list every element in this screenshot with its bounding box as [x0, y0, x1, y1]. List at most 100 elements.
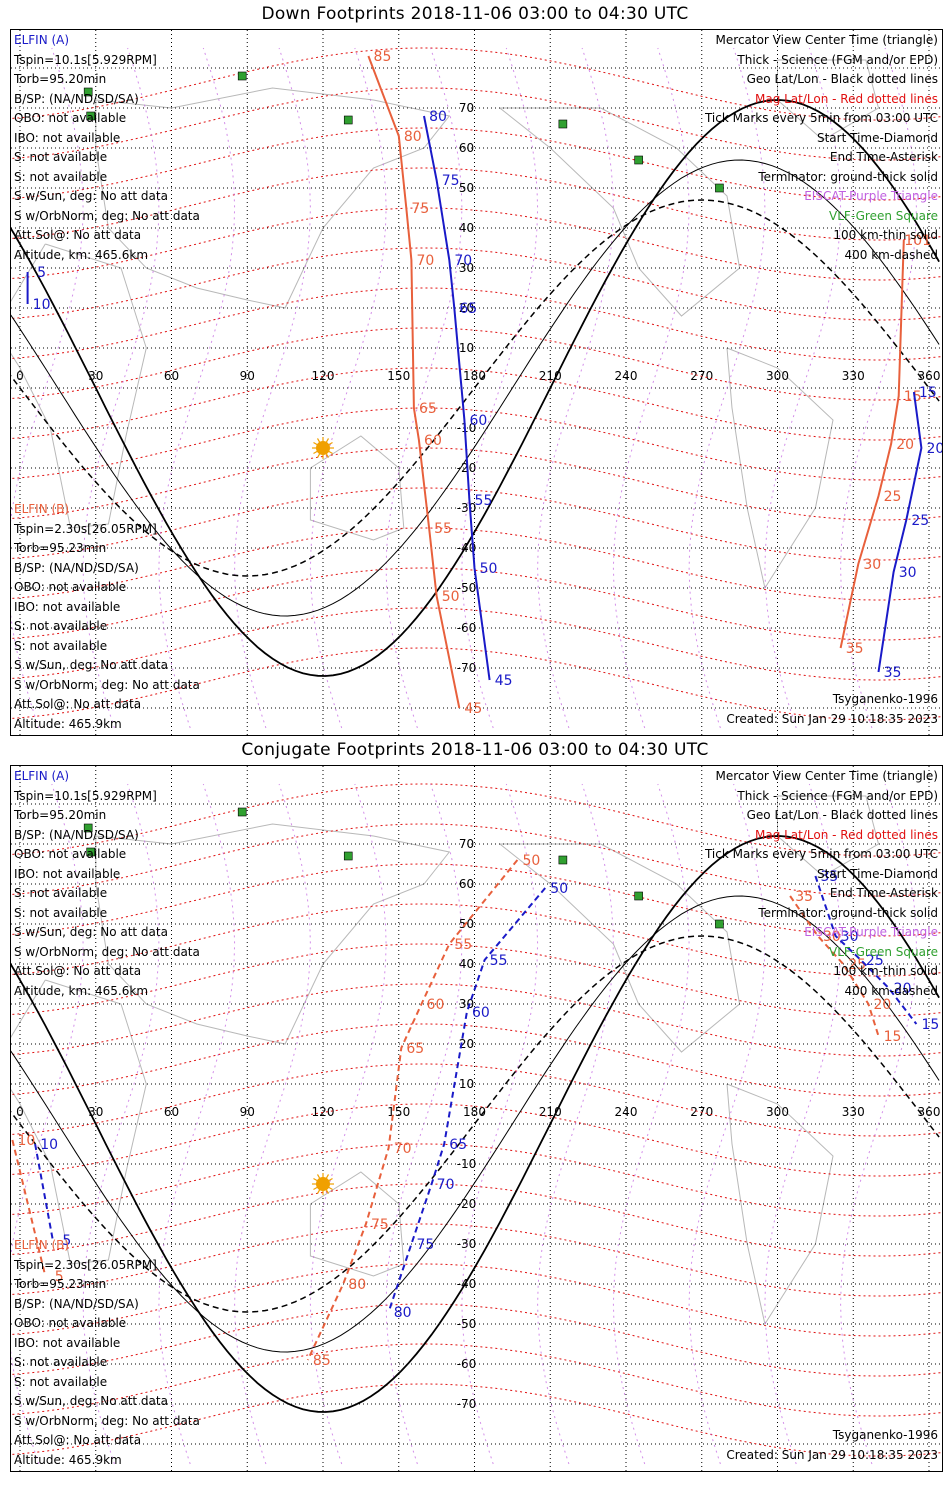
- lon-tick-label: 360: [918, 1105, 941, 1119]
- elfin-a-line: Altitude, km: 465.6km: [14, 247, 149, 262]
- legend-item: Start Time-Diamond: [816, 130, 938, 145]
- elfin-a-track-tick-label: 5: [37, 265, 46, 281]
- lat-tick-label: 40: [459, 221, 474, 235]
- continent-outline: [726, 1083, 834, 1326]
- lat-tick-label: -40: [457, 1277, 477, 1291]
- elfin-a-line: OBO: not available: [14, 111, 127, 125]
- lat-tick-label: -70: [457, 661, 477, 675]
- mag-meridian: [461, 783, 539, 1465]
- model-name: Tsyganenko-1996: [832, 1428, 938, 1442]
- elfin-b-track-tick-label: 20: [896, 437, 914, 453]
- continent-outline: [499, 107, 741, 317]
- terminator-ground: [11, 835, 940, 1413]
- elfin-b-track-tick-label: 65: [406, 1041, 424, 1057]
- lat-tick-label: 60: [459, 877, 474, 891]
- lat-tick-label: 50: [459, 181, 474, 195]
- lat-tick-label: -70: [457, 1397, 477, 1411]
- elfin-b-info: ELFIN (B) Tspin=2.30s[26.05RPM] Torb=95.…: [14, 500, 200, 734]
- legend-item: 100 km-thin solid: [833, 964, 938, 978]
- legend-item: Mercator View Center Time (triangle): [715, 33, 938, 47]
- elfin-b-track-tick-label: 30: [823, 929, 841, 945]
- lon-tick-label: 0: [16, 369, 24, 383]
- elfin-b-track-tick-label: 55: [454, 937, 472, 953]
- lon-tick-label: 90: [240, 369, 255, 383]
- elfin-b-line: Altitude: 465.9km: [14, 1452, 122, 1467]
- elfin-a-line: S w/OrbNorm, deg: No att data: [14, 944, 200, 959]
- lon-tick-label: 120: [312, 369, 335, 383]
- elfin-a-line: B/SP: (NA/ND/SD/SA): [14, 827, 139, 842]
- elfin-b-track: [839, 239, 905, 649]
- elfin-b-track: [306, 859, 519, 1361]
- legend-item: EISCAT-Purple Triangle: [804, 189, 938, 203]
- vlf-station-square: [558, 855, 568, 865]
- mag-meridian: [764, 783, 842, 1465]
- mag-meridian: [11, 47, 84, 729]
- lat-tick-label: -50: [457, 581, 477, 595]
- map-legend: Mercator View Center Time (triangle) Thi…: [705, 31, 938, 265]
- legend-item: Mercator View Center Time (triangle): [715, 769, 938, 783]
- elfin-a-line: Tspin=10.1s[5.929RPM]: [14, 788, 157, 803]
- elfin-a-name: ELFIN (A): [14, 33, 70, 47]
- elfin-b-info: ELFIN (B) Tspin=2.30s[26.05RPM] Torb=95.…: [14, 1236, 200, 1470]
- created-timestamp: Created: Sun Jan 29 10:18:35 2023: [726, 1447, 938, 1462]
- terminator-100km: [11, 895, 940, 1353]
- elfin-b-track-tick-label: 45: [464, 701, 482, 717]
- legend-item: Thick - Science (FGM and/or EPD): [737, 52, 938, 67]
- elfin-a-track-tick-label: 25: [911, 513, 929, 529]
- elfin-a-track-tick-label: 30: [899, 565, 917, 581]
- lon-tick-label: 210: [539, 1105, 562, 1119]
- elfin-a-line: B/SP: (NA/ND/SD/SA): [14, 91, 139, 106]
- elfin-b-line: S w/OrbNorm, deg: No att data: [14, 1413, 200, 1428]
- mag-meridian: [688, 47, 766, 729]
- elfin-b-track-tick-label: 101: [904, 233, 931, 249]
- elfin-b-track-tick-label: 50: [442, 589, 460, 605]
- lon-tick-label: 180: [463, 369, 486, 383]
- legend-item: Terminator: ground-thick solid: [758, 169, 938, 184]
- vlf-station-square: [343, 851, 353, 861]
- legend-item: VLF-Green Square: [829, 208, 938, 223]
- elfin-b-track-tick-label: 70: [416, 253, 434, 269]
- elfin-a-track-tick-label: 10: [33, 297, 51, 313]
- lat-tick-label: 30: [459, 261, 474, 275]
- elfin-a-line: S: not available: [14, 905, 108, 920]
- mag-meridian: [764, 47, 842, 729]
- lat-tick-label: -50: [457, 1317, 477, 1331]
- elfin-a-track-tick-label: 75: [442, 173, 460, 189]
- elfin-a-track-tick-label: 80: [429, 109, 447, 125]
- lon-tick-label: 240: [615, 1105, 638, 1119]
- legend-item: Terminator: ground-thick solid: [758, 905, 938, 920]
- elfin-a-line: S w/Sun, deg: No att data: [14, 189, 168, 203]
- elfin-b-track-tick-label: 25: [848, 957, 866, 973]
- mag-parallel: [11, 327, 942, 401]
- lat-tick-label: 10: [459, 1077, 474, 1091]
- lat-tick-label: -10: [457, 1157, 477, 1171]
- vlf-station-square: [237, 71, 247, 81]
- elfin-a-line: S w/Sun, deg: No att data: [14, 925, 168, 939]
- vlf-station-square: [634, 155, 643, 165]
- terminator-400km: [11, 199, 940, 577]
- elfin-a-track-tick-label: 50: [550, 881, 568, 897]
- elfin-a-track-tick-label: 35: [884, 665, 902, 681]
- elfin-b-line: Att.Sol@: No att data: [14, 1433, 142, 1447]
- lat-tick-label: 70: [459, 837, 474, 851]
- lat-tick-label: -10: [457, 421, 477, 435]
- elfin-b-track-tick-label: 80: [348, 1277, 366, 1293]
- elfin-a-track-tick-label: 55: [490, 953, 508, 969]
- mag-meridian: [840, 783, 917, 1465]
- legend-item: 100 km-thin solid: [833, 228, 938, 242]
- subsolar-sun-icon: [316, 441, 330, 455]
- elfin-a-track: [387, 887, 546, 1313]
- vlf-station-square: [634, 891, 643, 901]
- vlf-station-square: [237, 807, 247, 817]
- mag-meridian: [82, 47, 160, 729]
- elfin-a-line: IBO: not available: [14, 130, 121, 145]
- elfin-b-track-tick-label: 5: [55, 1269, 64, 1285]
- vlf-station-square: [86, 847, 95, 857]
- legend-item: Mag Lat/Lon - Red dotted lines: [754, 91, 938, 106]
- down-footprints-map: 0 30 60 90 120 150 180 210 240 270 300 330 360 70 60 50…: [10, 29, 943, 736]
- legend-item: EISCAT-Purple Triangle: [804, 925, 938, 939]
- subsolar-sun-icon: [316, 1177, 330, 1191]
- lon-tick-label: 120: [312, 1105, 335, 1119]
- elfin-b-track: [11, 1139, 47, 1277]
- elfin-a-track: [34, 1143, 54, 1241]
